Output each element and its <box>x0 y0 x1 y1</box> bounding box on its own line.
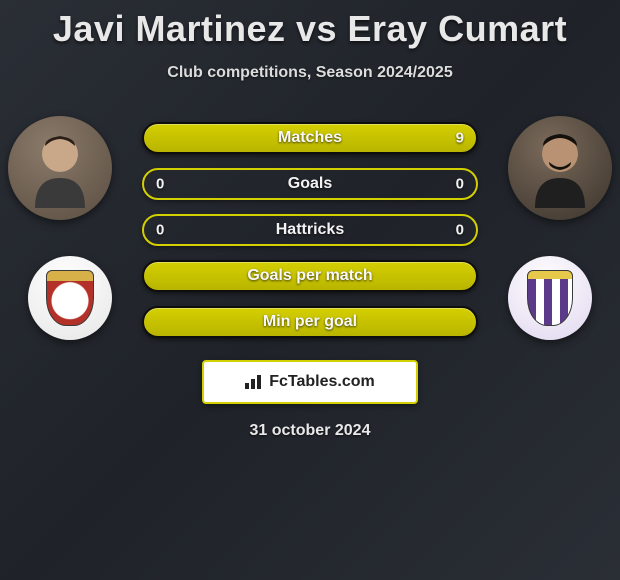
stat-label: Hattricks <box>276 221 344 239</box>
stat-value-left: 0 <box>156 176 164 193</box>
site-label: FcTables.com <box>269 373 375 391</box>
stat-value-right: 0 <box>456 176 464 193</box>
person-silhouette-icon <box>25 128 95 208</box>
stat-bar-hattricks: 0 Hattricks 0 <box>142 214 478 246</box>
stat-label: Goals <box>288 175 332 193</box>
person-silhouette-icon <box>525 128 595 208</box>
club-right-badge <box>508 256 592 340</box>
stat-bar-goals: 0 Goals 0 <box>142 168 478 200</box>
player-left-avatar <box>8 116 112 220</box>
subtitle: Club competitions, Season 2024/2025 <box>0 64 620 82</box>
club-left-badge <box>28 256 112 340</box>
page-title: Javi Martinez vs Eray Cumart <box>0 8 620 50</box>
stat-bar-min-per-goal: Min per goal <box>142 306 478 338</box>
stat-value-right: 9 <box>456 130 464 147</box>
club-crest-icon <box>46 270 94 326</box>
stat-bar-matches: Matches 9 <box>142 122 478 154</box>
branding-box: FcTables.com <box>202 360 418 404</box>
stat-value-right: 0 <box>456 222 464 239</box>
comparison-card: Javi Martinez vs Eray Cumart Club compet… <box>0 0 620 440</box>
player-right-avatar <box>508 116 612 220</box>
stat-value-left: 0 <box>156 222 164 239</box>
stat-bar-goals-per-match: Goals per match <box>142 260 478 292</box>
club-crest-icon <box>527 270 573 326</box>
bars-chart-icon <box>245 375 263 389</box>
stat-label: Matches <box>278 129 342 147</box>
stat-label: Goals per match <box>247 267 372 285</box>
stat-label: Min per goal <box>263 313 357 331</box>
stat-bars: Matches 9 0 Goals 0 0 Hattricks 0 Goals per matc… <box>142 122 478 338</box>
footer-date: 31 october 2024 <box>0 422 620 440</box>
comparison-row: Matches 9 0 Goals 0 0 Hattricks 0 Goals per matc… <box>0 122 620 338</box>
